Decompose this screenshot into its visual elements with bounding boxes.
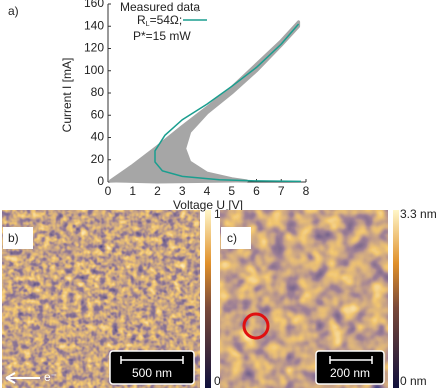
colorbar <box>393 210 399 388</box>
fit-line <box>154 23 302 183</box>
y-tick-label: 0 <box>97 174 104 188</box>
x-axis-label: Voltage U [V] <box>173 198 243 212</box>
panel-label: b) <box>8 231 19 245</box>
y-tick-label: 120 <box>84 41 104 55</box>
legend-sub: L <box>146 21 150 28</box>
x-tick-label: 0 <box>105 184 112 198</box>
scalebar <box>120 356 184 364</box>
label-box <box>3 227 33 249</box>
x-tick-label: 4 <box>204 184 211 198</box>
highlight-circle <box>242 312 270 340</box>
legend-label: Measured data <box>120 0 200 14</box>
y-tick-label: 100 <box>84 63 104 77</box>
arrow-label: e⁻ <box>44 370 57 384</box>
data-cloud <box>109 20 301 184</box>
y-tick-label: 140 <box>84 18 104 32</box>
x-tick-label: 5 <box>228 184 235 198</box>
panel-label: a) <box>8 4 19 18</box>
x-tick-label: 6 <box>253 184 260 198</box>
legend-label: RL=54Ω; <box>137 13 182 28</box>
colorbar-label: 0 nm <box>400 374 427 388</box>
legend-label: P*=15 mW <box>133 29 191 43</box>
y-tick-label: 80 <box>91 85 105 99</box>
x-tick-label: 7 <box>278 184 285 198</box>
colorbar-label: 3.3 nm <box>400 207 436 221</box>
y-axis-label: Current I [mA] <box>60 58 74 133</box>
legend-marker <box>195 8 199 12</box>
scalebar-label: 500 nm <box>132 366 172 380</box>
y-tick-label: 40 <box>91 130 105 144</box>
y-tick-label: 160 <box>84 0 104 10</box>
x-tick-label: 1 <box>129 184 136 198</box>
y-tick-label: 60 <box>91 107 105 121</box>
arrow <box>5 372 40 384</box>
panel-label: c) <box>227 231 237 245</box>
scalebar-label: 200 nm <box>330 366 370 380</box>
x-tick-label: 8 <box>303 184 310 198</box>
x-tick-label: 2 <box>154 184 161 198</box>
y-tick-label: 20 <box>91 152 105 166</box>
scalebar <box>329 356 373 364</box>
x-tick-label: 3 <box>179 184 186 198</box>
label-box <box>221 227 251 249</box>
colorbar <box>205 210 211 388</box>
legend-text: R <box>137 13 146 27</box>
legend-text: =54Ω; <box>150 13 183 27</box>
